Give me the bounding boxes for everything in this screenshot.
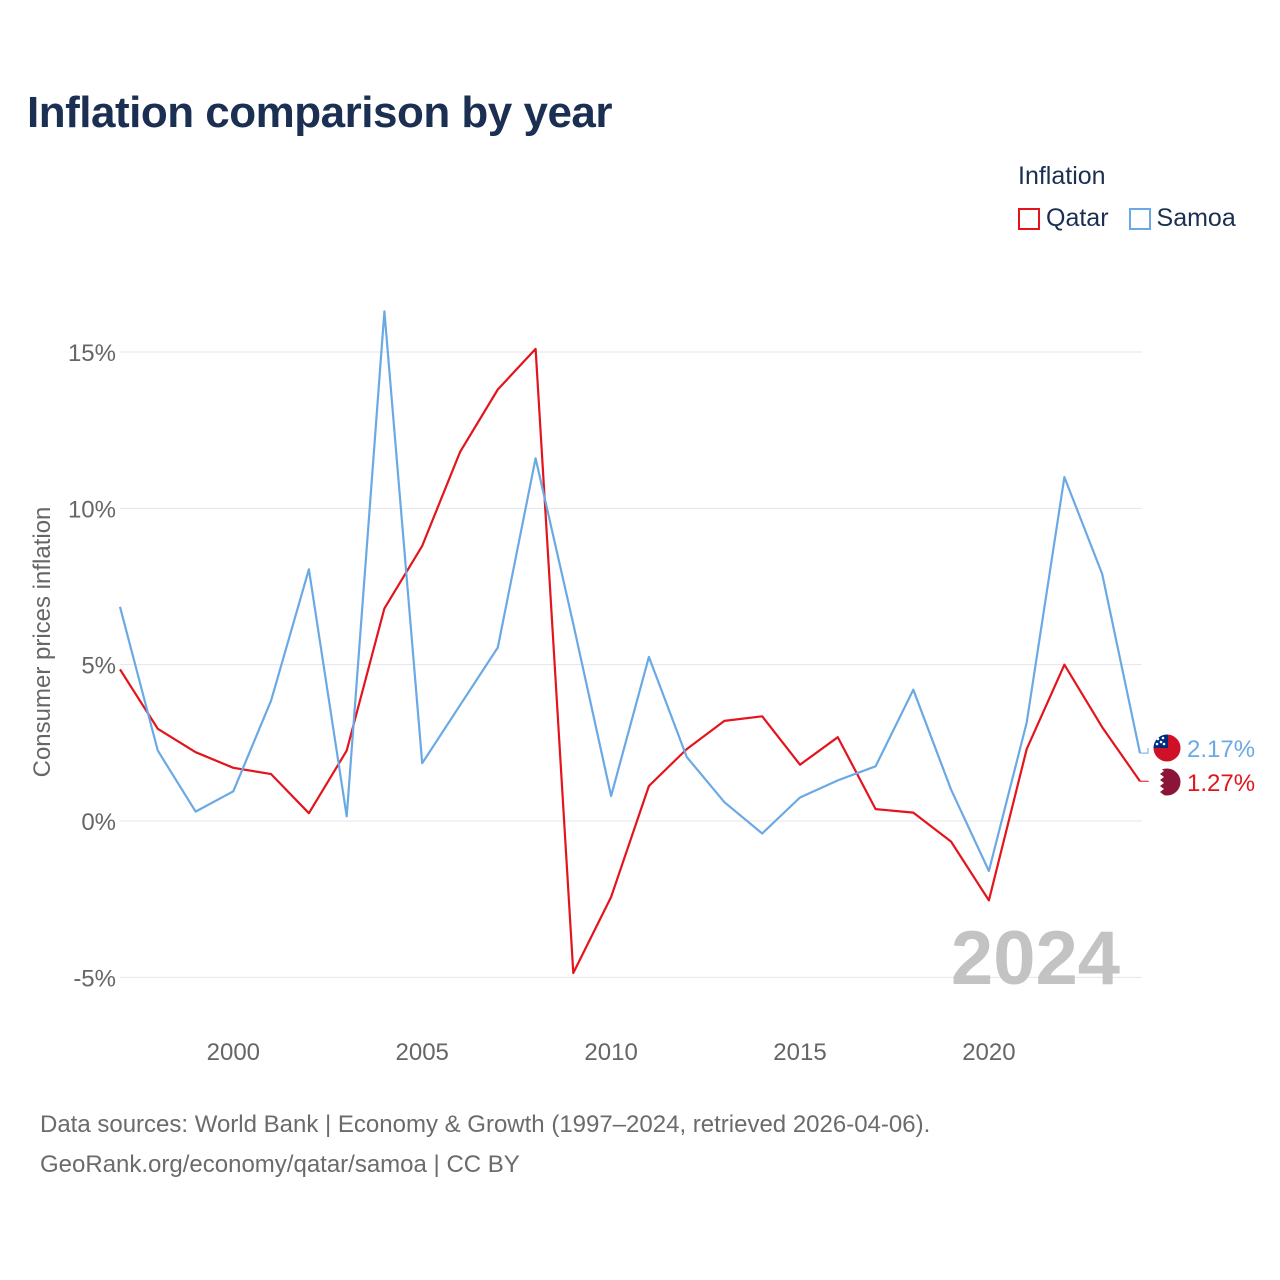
- end-connector: [1140, 748, 1149, 754]
- x-tick-label: 2020: [962, 1039, 1015, 1066]
- end-value-label-qatar: 1.27%: [1187, 770, 1255, 797]
- legend: Qatar Samoa: [1018, 204, 1236, 233]
- legend-title: Inflation: [1018, 162, 1106, 190]
- legend-label-qatar: Qatar: [1046, 204, 1109, 232]
- y-tick-label: -5%: [73, 965, 116, 992]
- x-tick-label: 2015: [773, 1039, 826, 1066]
- series-line-qatar: [119, 347, 1141, 975]
- y-tick-label: 0%: [81, 809, 116, 836]
- x-tick-label: 2010: [584, 1039, 637, 1066]
- qatar-flag-icon: [1152, 767, 1182, 797]
- y-tick-label: 10%: [68, 496, 116, 523]
- footer: Data sources: World Bank | Economy & Gro…: [40, 1105, 930, 1185]
- year-watermark: 2024: [951, 916, 1120, 1001]
- legend-label-samoa: Samoa: [1156, 204, 1236, 232]
- legend-swatch-samoa: [1128, 207, 1151, 230]
- y-axis-label: Consumer prices inflation: [29, 507, 56, 778]
- data-sources: Data sources: World Bank | Economy & Gro…: [40, 1111, 931, 1138]
- series-line-samoa: [118, 310, 1142, 873]
- y-tick-label: 5%: [81, 653, 116, 680]
- credit-link[interactable]: GeoRank.org/economy/qatar/samoa | CC BY: [40, 1151, 520, 1178]
- x-tick-label: 2000: [207, 1039, 260, 1066]
- end-connector: [1140, 780, 1149, 782]
- y-tick-label: 15%: [68, 340, 116, 367]
- x-tick-label: 2005: [396, 1039, 449, 1066]
- legend-item-samoa[interactable]: Samoa: [1128, 204, 1236, 233]
- chart-title: Inflation comparison by year: [27, 88, 613, 137]
- legend-swatch-qatar: [1018, 207, 1040, 230]
- end-value-label-samoa: 2.17%: [1187, 736, 1255, 763]
- samoa-flag-icon: [1152, 733, 1182, 763]
- legend-item-qatar[interactable]: Qatar: [1018, 204, 1109, 233]
